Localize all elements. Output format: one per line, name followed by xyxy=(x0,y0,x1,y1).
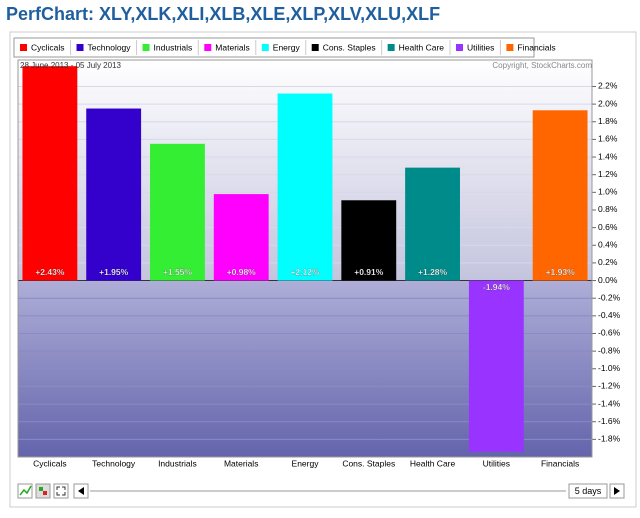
chart-title: PerfChart: XLY,XLK,XLI,XLB,XLE,XLP,XLV,X… xyxy=(6,4,440,24)
bar xyxy=(341,200,397,281)
value-label: +0.98% xyxy=(227,267,257,277)
left-arrow xyxy=(78,487,84,495)
plot-border xyxy=(17,59,593,458)
y-tick-label: 0.2% xyxy=(598,257,618,267)
legend: Cyclicals Technology Industrials Materials E… xyxy=(20,40,556,55)
y-tick-label: -1.4% xyxy=(598,398,621,408)
value-label: +0.91% xyxy=(354,267,384,277)
legend-label: Health Care xyxy=(399,42,445,52)
legend-label: Cyclicals xyxy=(31,42,65,52)
y-tick-label: 1.6% xyxy=(598,134,618,144)
y-tick-label: -0.4% xyxy=(598,310,621,320)
y-tick-label: 1.0% xyxy=(598,187,618,197)
legend-label: Cons. Staples xyxy=(323,42,376,52)
y-tick-label: 0.4% xyxy=(598,240,618,250)
legend-label: Materials xyxy=(215,42,249,52)
value-label: +2.12% xyxy=(290,267,320,277)
y-tick-label: 0.6% xyxy=(598,222,618,232)
y-tick-label: 1.2% xyxy=(598,169,618,179)
value-label: +1.28% xyxy=(418,267,448,277)
x-tick-label: Financials xyxy=(541,458,579,468)
right-arrow xyxy=(614,487,620,495)
legend-swatch xyxy=(261,44,269,51)
y-tick-label: -0.2% xyxy=(598,292,621,302)
fullscreen-button[interactable] xyxy=(53,483,69,499)
y-tick-label: 1.4% xyxy=(598,151,618,161)
legend-swatch xyxy=(387,44,395,51)
value-label: +2.43% xyxy=(35,267,65,277)
x-tick-label: Energy xyxy=(292,458,320,468)
bar xyxy=(468,280,524,452)
x-tick-label: Cons. Staples xyxy=(342,458,395,468)
legend-swatch xyxy=(20,44,27,51)
legend-box xyxy=(13,37,535,58)
bar xyxy=(86,108,142,281)
legend-swatch xyxy=(311,44,319,51)
fullscreen-icon xyxy=(56,486,66,496)
y-tick-label: -1.2% xyxy=(598,381,621,391)
x-tick-label: Utilities xyxy=(483,458,510,468)
value-label: +1.95% xyxy=(99,267,129,277)
y-tick-label: 2.0% xyxy=(598,98,618,108)
y-tick-label: 2.2% xyxy=(598,81,618,91)
y-tick-label: -0.8% xyxy=(598,345,621,355)
legend-swatch xyxy=(142,44,150,51)
y-tick-label: 0.0% xyxy=(598,275,618,285)
x-tick-label: Cyclicals xyxy=(33,458,67,468)
x-tick-label: Technology xyxy=(92,458,136,468)
period-button[interactable] xyxy=(568,483,608,499)
bar-icon xyxy=(43,491,47,495)
date-range: 28 June 2013 - 05 July 2013 xyxy=(20,61,122,70)
toolbar: 5 days xyxy=(17,483,625,499)
legend-swatch xyxy=(76,44,84,51)
y-tick-label: -1.8% xyxy=(598,434,621,444)
x-tick-label: Industrials xyxy=(158,458,197,468)
y-tick-label: -1.6% xyxy=(598,416,621,426)
legend-swatch xyxy=(456,44,463,51)
bar xyxy=(150,143,205,281)
x-tick-label: Health Care xyxy=(410,458,456,468)
legend-label: Financials xyxy=(517,42,555,52)
legend-swatch xyxy=(506,44,514,51)
plot: -1.8% -1.6% -1.4% -1.2% -1.0% -0.8% -0.6% -0.4%… xyxy=(17,59,621,458)
legend-label: Energy xyxy=(273,42,301,52)
copyright: Copyright, StockCharts.com xyxy=(492,61,592,70)
legend-label: Industrials xyxy=(154,42,193,52)
y-tick-label: -0.6% xyxy=(598,328,621,338)
legend-label: Technology xyxy=(88,42,132,52)
x-tick-label: Materials xyxy=(224,458,258,468)
y-tick-label: -1.0% xyxy=(598,363,621,373)
bar xyxy=(277,93,333,281)
value-label: +1.93% xyxy=(546,267,576,277)
bar xyxy=(405,167,460,281)
bar xyxy=(532,110,588,281)
line-icon xyxy=(19,485,32,496)
bar-icon xyxy=(39,487,43,491)
value-label: +1.55% xyxy=(163,267,193,277)
bar xyxy=(22,66,78,281)
bar xyxy=(213,194,269,281)
period-label: 5 days xyxy=(575,486,602,496)
y-tick-label: 0.8% xyxy=(598,204,618,214)
y-tick-label: 1.8% xyxy=(598,116,618,126)
legend-label: Utilities xyxy=(467,42,494,52)
value-label: -1.94% xyxy=(483,282,510,292)
legend-swatch xyxy=(204,44,212,51)
